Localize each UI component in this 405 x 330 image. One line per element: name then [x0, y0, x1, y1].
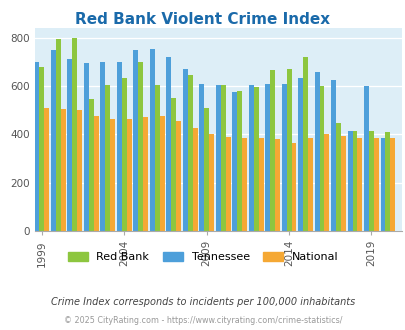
Bar [241, 138, 247, 231]
Bar [269, 70, 275, 231]
Bar [149, 49, 154, 231]
Bar [105, 85, 110, 231]
Legend: Red Bank, Tennessee, National: Red Bank, Tennessee, National [63, 248, 342, 267]
Bar [84, 63, 89, 231]
Bar [330, 80, 335, 231]
Bar [44, 108, 49, 231]
Bar [187, 75, 192, 231]
Bar [182, 69, 187, 231]
Bar [232, 92, 237, 231]
Bar [100, 62, 105, 231]
Bar [384, 132, 390, 231]
Bar [303, 57, 307, 231]
Bar [166, 57, 171, 231]
Bar [225, 137, 230, 231]
Bar [237, 91, 241, 231]
Bar [215, 85, 220, 231]
Bar [117, 62, 121, 231]
Bar [94, 116, 98, 231]
Bar [133, 50, 138, 231]
Bar [143, 117, 148, 231]
Bar [286, 69, 291, 231]
Bar [390, 138, 394, 231]
Bar [61, 109, 66, 231]
Bar [159, 116, 164, 231]
Bar [297, 78, 303, 231]
Bar [72, 38, 77, 231]
Bar [56, 39, 61, 231]
Bar [281, 83, 286, 231]
Bar [264, 83, 269, 231]
Bar [171, 98, 176, 231]
Bar [199, 83, 204, 231]
Bar [319, 86, 324, 231]
Bar [67, 59, 72, 231]
Bar [373, 138, 378, 231]
Bar [51, 50, 56, 231]
Bar [77, 110, 82, 231]
Bar [209, 134, 213, 231]
Text: Crime Index corresponds to incidents per 100,000 inhabitants: Crime Index corresponds to incidents per… [51, 297, 354, 307]
Bar [154, 85, 159, 231]
Bar [352, 131, 356, 231]
Bar [248, 85, 253, 231]
Text: © 2025 CityRating.com - https://www.cityrating.com/crime-statistics/: © 2025 CityRating.com - https://www.city… [64, 316, 341, 325]
Bar [307, 138, 312, 231]
Bar [314, 72, 319, 231]
Bar [204, 108, 209, 231]
Bar [379, 138, 384, 231]
Bar [126, 119, 131, 231]
Bar [363, 86, 368, 231]
Bar [356, 138, 362, 231]
Bar [324, 134, 328, 231]
Bar [275, 139, 279, 231]
Text: Red Bank Violent Crime Index: Red Bank Violent Crime Index [75, 12, 330, 26]
Bar [347, 131, 352, 231]
Bar [291, 143, 296, 231]
Bar [89, 99, 94, 231]
Bar [335, 123, 340, 231]
Bar [138, 62, 143, 231]
Bar [122, 78, 126, 231]
Bar [176, 121, 181, 231]
Bar [258, 138, 263, 231]
Bar [340, 136, 345, 231]
Bar [368, 131, 373, 231]
Bar [110, 119, 115, 231]
Bar [220, 85, 225, 231]
Bar [39, 67, 44, 231]
Bar [34, 62, 39, 231]
Bar [192, 128, 197, 231]
Bar [253, 87, 258, 231]
